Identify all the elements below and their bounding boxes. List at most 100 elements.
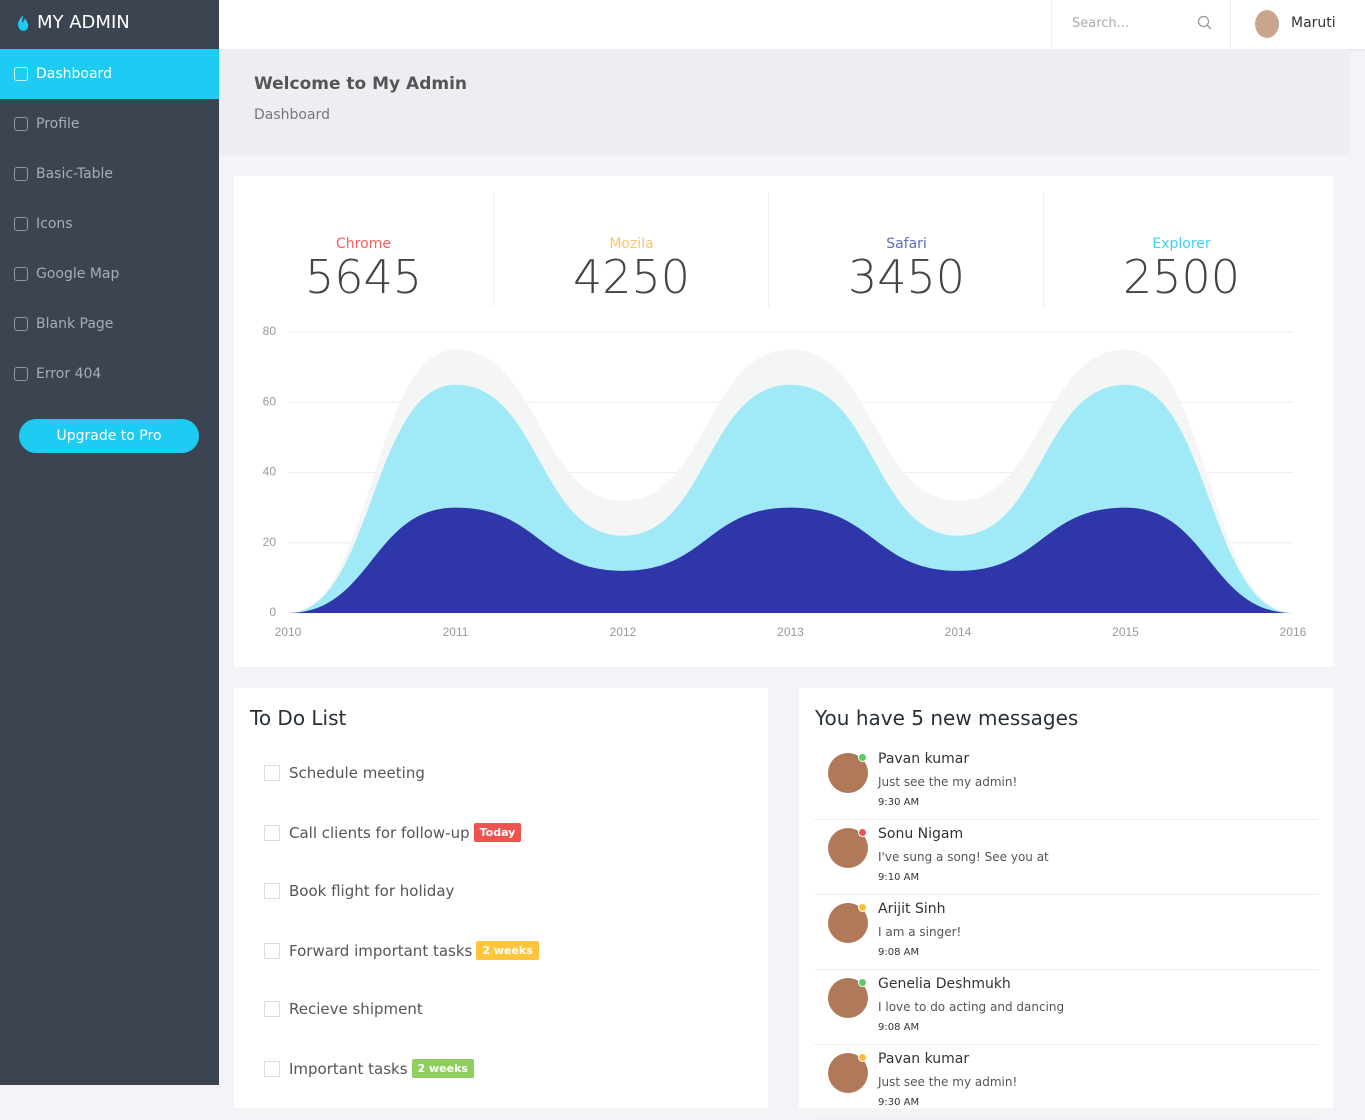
- badge: 2 weeks: [476, 941, 539, 960]
- menu-item[interactable]: Blank Page: [0, 299, 219, 349]
- todo-text: Forward important tasks: [289, 941, 473, 960]
- todo-text: Book flight for holiday: [289, 882, 455, 900]
- menu-label: Profile: [36, 116, 80, 132]
- stat-label: Mozila: [609, 236, 654, 252]
- x-tick-label: 2010: [275, 625, 302, 639]
- page-title: Welcome to My Admin: [254, 74, 468, 94]
- y-tick-label: 0: [269, 605, 276, 619]
- todo-text: Important tasks: [289, 1059, 408, 1078]
- message-name: Genelia Deshmukh: [878, 976, 1011, 992]
- upgrade-button[interactable]: Upgrade to Pro: [19, 419, 199, 453]
- y-tick-label: 20: [263, 535, 277, 549]
- x-tick-label: 2015: [1112, 625, 1139, 639]
- x-tick-label: 2011: [443, 625, 469, 639]
- search-icon: [1197, 15, 1212, 30]
- message-name: Pavan kumar: [878, 1051, 970, 1067]
- x-tick-label: 2016: [1280, 625, 1307, 639]
- menu-item[interactable]: Google Map: [0, 249, 219, 299]
- stat: Safari 3450: [768, 192, 1044, 307]
- menu-icon: [14, 367, 28, 381]
- menu-item[interactable]: Profile: [0, 99, 219, 149]
- checkbox[interactable]: [264, 942, 280, 959]
- messages-card: You have 5 new messages Pavan kumar Just …: [799, 688, 1333, 1120]
- checkbox[interactable]: [264, 1001, 280, 1017]
- message[interactable]: Genelia Deshmukh I love to do acting and …: [814, 970, 1318, 1045]
- todo-text: Recieve shipment: [289, 1000, 423, 1018]
- stat-label: Safari: [886, 236, 927, 252]
- brand-text: MY ADMIN: [37, 12, 130, 33]
- checkbox[interactable]: [264, 883, 280, 899]
- status-dot: [858, 1053, 867, 1062]
- menu-icon: [14, 117, 28, 131]
- stat: Chrome 5645: [234, 192, 493, 307]
- stat: Explorer 2500: [1043, 192, 1319, 307]
- x-tick-label: 2013: [777, 625, 804, 639]
- message-time: 9:30 AM: [878, 1097, 920, 1108]
- message-text: I am a singer!: [878, 925, 962, 939]
- user-name[interactable]: Maruti: [1291, 15, 1336, 31]
- sidebar: MY ADMIN Dashboard Profile Basic-Table Icon…: [0, 0, 219, 1085]
- stat-value: 4250: [572, 250, 691, 304]
- message-time: 9:08 AM: [878, 1022, 920, 1033]
- message[interactable]: Pavan kumar Just see the my admin! 9:30 AM: [814, 745, 1318, 820]
- message-text: Just see the my admin!: [878, 1075, 1018, 1089]
- chart-card: Chrome 5645 Mozila 4250 Safari 3450 Explorer 25…: [234, 176, 1333, 667]
- message[interactable]: Pavan kumar Just see the my admin! 9:30 AM: [814, 1045, 1318, 1120]
- todo-item: Recieve shipment: [264, 1000, 423, 1018]
- status-dot: [858, 903, 867, 912]
- menu-item[interactable]: Error 404: [0, 349, 219, 399]
- checkbox[interactable]: [264, 824, 280, 841]
- brand-icon: [18, 14, 29, 31]
- todo-item: Call clients for follow-up Today: [264, 823, 522, 842]
- todo-text: Schedule meeting: [289, 764, 425, 782]
- message-name: Arijit Sinh: [878, 901, 946, 917]
- topbar: Search... Maruti: [219, 0, 1365, 49]
- message-time: 9:10 AM: [878, 872, 920, 883]
- stat: Mozila 4250: [493, 192, 769, 307]
- search-placeholder: Search...: [1072, 16, 1130, 31]
- menu-icon: [14, 217, 28, 231]
- stat-value: 2500: [1122, 250, 1241, 304]
- stat-label: Explorer: [1152, 236, 1211, 252]
- message-name: Pavan kumar: [878, 751, 970, 767]
- status-dot: [858, 753, 867, 762]
- message-text: Just see the my admin!: [878, 775, 1018, 789]
- menu-item[interactable]: Dashboard: [0, 49, 219, 99]
- area: [288, 507, 1293, 613]
- todo-item: Schedule meeting: [264, 764, 425, 782]
- menu-icon: [14, 67, 28, 81]
- status-dot: [858, 828, 867, 837]
- menu-label: Basic-Table: [36, 166, 114, 182]
- status-dot: [858, 978, 867, 987]
- todo-item: Important tasks 2 weeks: [264, 1059, 474, 1078]
- x-tick-label: 2012: [610, 625, 637, 639]
- checkbox[interactable]: [264, 1060, 280, 1077]
- stat-value: 3450: [847, 250, 966, 304]
- checkbox[interactable]: [264, 765, 280, 781]
- message-text: I love to do acting and dancing: [878, 1000, 1065, 1014]
- search-box[interactable]: Search...: [1051, 0, 1231, 49]
- message-time: 9:08 AM: [878, 947, 920, 958]
- menu-label: Dashboard: [36, 66, 112, 82]
- menu-label: Blank Page: [36, 316, 114, 332]
- todo-item: Book flight for holiday: [264, 882, 454, 900]
- menu-icon: [14, 267, 28, 281]
- stat-value: 5645: [304, 250, 423, 304]
- menu-item[interactable]: Basic-Table: [0, 149, 219, 199]
- user-avatar[interactable]: [1255, 10, 1279, 38]
- area-chart: 0 20 40 60 80 2010 2011 2012 2013 2014 2015 2016: [263, 324, 1307, 639]
- message[interactable]: Sonu Nigam I've sung a song! See you at 9:…: [814, 820, 1318, 895]
- message[interactable]: Arijit Sinh I am a singer! 9:08 AM: [814, 895, 1318, 970]
- y-tick-label: 80: [263, 324, 277, 338]
- brand: MY ADMIN: [15, 12, 130, 33]
- menu-label: Google Map: [36, 266, 120, 282]
- menu-icon: [14, 317, 28, 331]
- menu-icon: [14, 167, 28, 181]
- menu-label: Error 404: [36, 366, 102, 382]
- menu-item[interactable]: Icons: [0, 199, 219, 249]
- menu-label: Icons: [36, 216, 73, 232]
- badge: Today: [473, 823, 522, 842]
- todo-item: Forward important tasks 2 weeks: [264, 941, 539, 960]
- todo-card: To Do List Schedule meeting Call clients …: [234, 688, 768, 1108]
